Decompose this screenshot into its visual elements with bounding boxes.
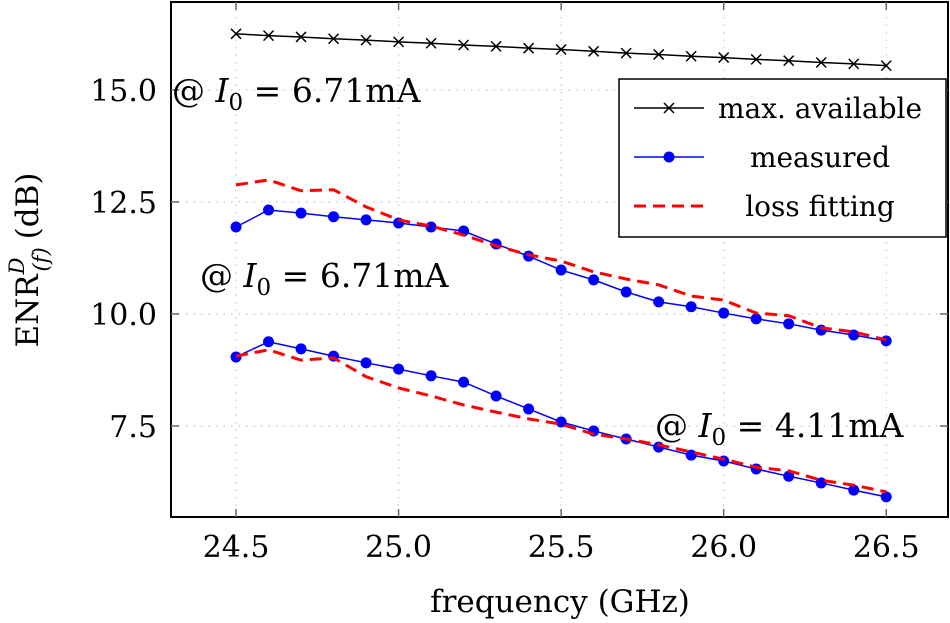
ticks: 24.5 25.0 25.5 26.0 26.5 7.5 10.0 12.5 15.0	[90, 2, 948, 565]
data-point	[620, 286, 632, 298]
x-tick-label: 26.5	[853, 530, 920, 565]
data-point	[263, 204, 275, 216]
data-point-x-marker	[458, 39, 470, 51]
data-point	[783, 318, 795, 330]
data-point	[555, 416, 567, 428]
data-point	[848, 484, 860, 496]
y-axis-label: ENRD(f)(dB)	[5, 173, 53, 348]
data-point-x-marker	[490, 40, 502, 52]
data-point	[230, 351, 242, 363]
series-layer	[230, 28, 892, 503]
data-point	[360, 214, 372, 226]
legend: max. available measured loss fitting	[618, 78, 947, 238]
data-point-x-marker	[718, 52, 730, 64]
data-point	[848, 329, 860, 341]
data-point-x-marker	[848, 58, 860, 70]
data-point	[393, 363, 405, 375]
x-axis-label: frequency (GHz)	[430, 584, 690, 620]
data-point	[490, 390, 502, 402]
data-point	[815, 324, 827, 336]
series-max-available	[230, 28, 892, 72]
plot-frame	[170, 1, 949, 518]
data-point-x-marker	[263, 30, 275, 42]
data-point	[360, 357, 372, 369]
data-point	[230, 221, 242, 233]
data-point	[783, 470, 795, 482]
series-line-loss-fitting	[235, 348, 887, 494]
data-point	[685, 301, 697, 313]
legend-label-measured: measured	[750, 141, 890, 174]
data-point	[523, 403, 535, 415]
data-point	[653, 296, 665, 308]
x-tick-label: 26.0	[690, 530, 757, 565]
data-point-x-marker	[815, 56, 827, 69]
data-point-x-marker	[620, 47, 632, 59]
annotation-bottom: @ I0 = 4.11mA	[655, 406, 905, 451]
data-point-x-marker	[750, 53, 762, 65]
data-point-x-marker	[393, 36, 405, 48]
series-measured	[230, 204, 892, 347]
data-point	[588, 274, 600, 286]
y-tick-label: 10.0	[90, 298, 157, 333]
data-point-x-marker	[588, 45, 600, 57]
x-tick-label: 24.5	[203, 530, 270, 565]
data-point	[718, 307, 730, 319]
y-tick-label: 7.5	[109, 410, 157, 445]
data-point-x-marker	[523, 42, 535, 54]
data-point-x-marker	[328, 33, 340, 45]
data-point	[425, 221, 437, 233]
legend-label-loss-fitting: loss fitting	[745, 190, 895, 223]
data-point-x-marker	[230, 28, 242, 40]
data-point	[750, 313, 762, 325]
annotation-middle: @ I0 = 6.71mA	[200, 256, 450, 301]
data-point	[663, 151, 675, 163]
data-point	[295, 343, 307, 355]
y-tick-label: 15.0	[90, 74, 157, 109]
data-point-x-marker	[555, 43, 567, 56]
y-tick-label: 12.5	[90, 186, 157, 221]
data-point-x-marker	[783, 55, 795, 67]
data-point-x-marker	[880, 60, 892, 72]
data-point	[880, 335, 892, 347]
series-measured	[230, 336, 892, 503]
data-point	[880, 491, 892, 503]
series-loss-fitting	[235, 348, 887, 494]
data-point	[295, 207, 307, 219]
data-point-x-marker	[295, 31, 307, 43]
data-point-x-marker	[653, 48, 665, 60]
data-point	[815, 477, 827, 489]
data-point	[425, 370, 437, 382]
x-tick-label: 25.0	[365, 530, 432, 565]
data-point-x-marker	[663, 102, 675, 114]
data-point	[458, 376, 470, 388]
data-point	[263, 336, 275, 348]
data-point	[555, 264, 567, 276]
data-point	[328, 211, 340, 223]
data-point-x-marker	[360, 34, 372, 46]
legend-label-max-available: max. available	[718, 92, 922, 125]
data-point	[685, 449, 697, 461]
x-tick-label: 25.5	[528, 530, 595, 565]
annotation-top: @ I0 = 6.71mA	[172, 71, 422, 116]
data-point-x-marker	[425, 37, 437, 49]
data-point-x-marker	[685, 50, 697, 62]
